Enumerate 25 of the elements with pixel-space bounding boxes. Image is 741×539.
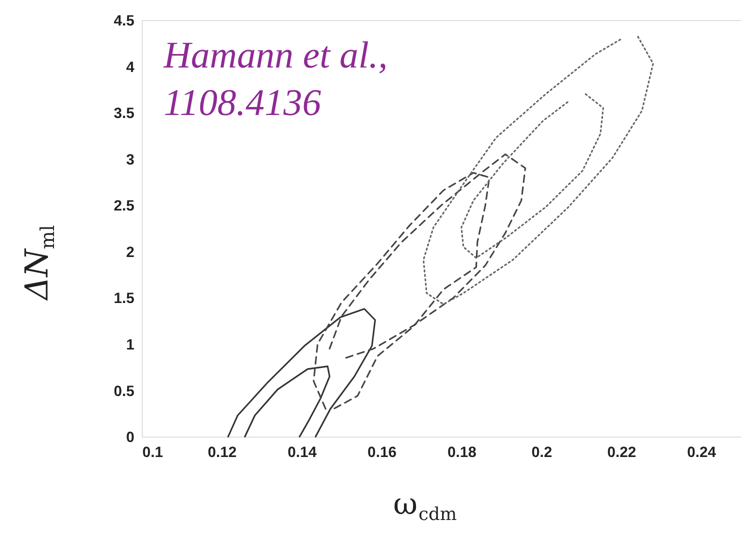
y-tick-label: 4 [126,60,136,76]
annotation: 1108.4136 [164,82,322,124]
y-tick-label: 1 [126,338,134,354]
y-tick-label: 4.5 [114,13,134,30]
x-tick-label: 0.22 [607,444,636,461]
x-tick-label: 0.12 [208,444,237,461]
annotation: Hamann et al., [162,34,388,77]
y-tick-label: 2.5 [114,198,134,215]
x-tick-label: 0.2 [531,444,552,461]
x-tick-label: 0.1 [142,444,164,461]
x-tick-label: 0.16 [368,444,396,461]
x-tick-label: 0.18 [447,444,476,461]
line-series [460,93,604,259]
line-series [422,36,654,306]
line-series [227,308,376,438]
x-tick-label: 0.24 [687,444,717,461]
line-series [244,365,330,438]
y-tick-label: 1.5 [114,291,134,308]
y-tick-label: 3.5 [114,106,134,122]
y-tick-label: 2 [126,244,134,261]
x-tick-label: 0.14 [288,444,318,461]
y-tick-label: 3 [126,152,134,168]
y-tick-label: 0.5 [114,384,134,400]
y-tick-label: 0 [126,430,134,446]
y-axis-title: ΔNml [20,225,59,302]
